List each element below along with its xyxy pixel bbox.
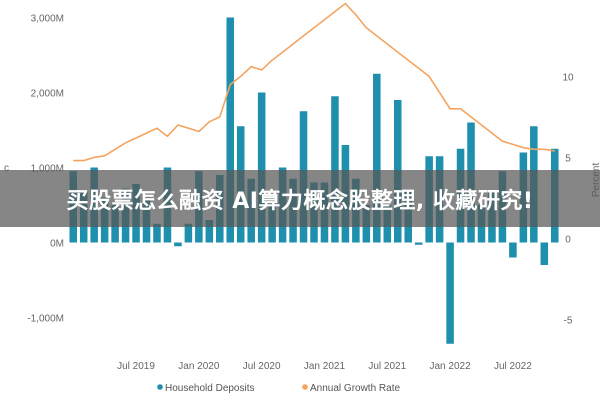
x-axis: Jul 2019 Jan 2020 Jul 2020 Jan 2021 Jul 2021… (117, 361, 532, 372)
x-tick-label: Jan 2020 (178, 361, 220, 372)
right-tick-label: -5 (564, 315, 573, 326)
overlay-banner: 买股票怎么融资 AI算力概念股整理, 收藏研究! (0, 170, 600, 227)
legend-label: Household Deposits (165, 383, 255, 394)
bar (540, 242, 549, 265)
x-tick-label: Jan 2021 (304, 361, 346, 372)
x-tick-label: Jul 2021 (368, 361, 406, 372)
bar (174, 242, 182, 247)
bar (257, 92, 266, 243)
left-axis-letter: c (4, 163, 9, 174)
left-tick-label: 2,000M (31, 89, 64, 100)
legend-label: Annual Growth Rate (310, 383, 400, 394)
bar (184, 223, 193, 243)
bar (205, 220, 214, 243)
bar (331, 96, 339, 243)
banner-text: 买股票怎么融资 AI算力概念股整理, 收藏研究! (66, 188, 534, 214)
left-tick-label: 0M (50, 239, 64, 250)
bar (153, 223, 161, 243)
growth-rate-line (73, 2, 555, 162)
line-series-annual-growth-rate (73, 2, 555, 162)
legend-marker (302, 384, 308, 390)
right-tick-label: 0 (565, 234, 571, 245)
right-tick-label: 5 (565, 153, 571, 164)
legend: Household Deposits Annual Growth Rate (157, 383, 400, 394)
x-tick-label: Jul 2019 (117, 361, 155, 372)
bar (373, 73, 381, 243)
right-axis: 10 5 0 -5 (562, 72, 574, 326)
x-tick-label: Jan 2022 (430, 361, 472, 372)
left-tick-label: 1,000M (31, 164, 64, 175)
bar (414, 242, 423, 245)
x-tick-label: Jul 2022 (494, 361, 532, 372)
x-tick-label: Jul 2020 (243, 361, 281, 372)
left-axis: 3,000M 2,000M 1,000M 0M -1,000M (27, 14, 64, 325)
bar (509, 242, 517, 258)
left-tick-label: -1,000M (27, 314, 64, 325)
bar (446, 242, 454, 344)
left-tick-label: 3,000M (31, 14, 64, 25)
legend-marker (157, 384, 163, 390)
bar (226, 17, 235, 243)
right-tick-label: 10 (562, 72, 574, 83)
